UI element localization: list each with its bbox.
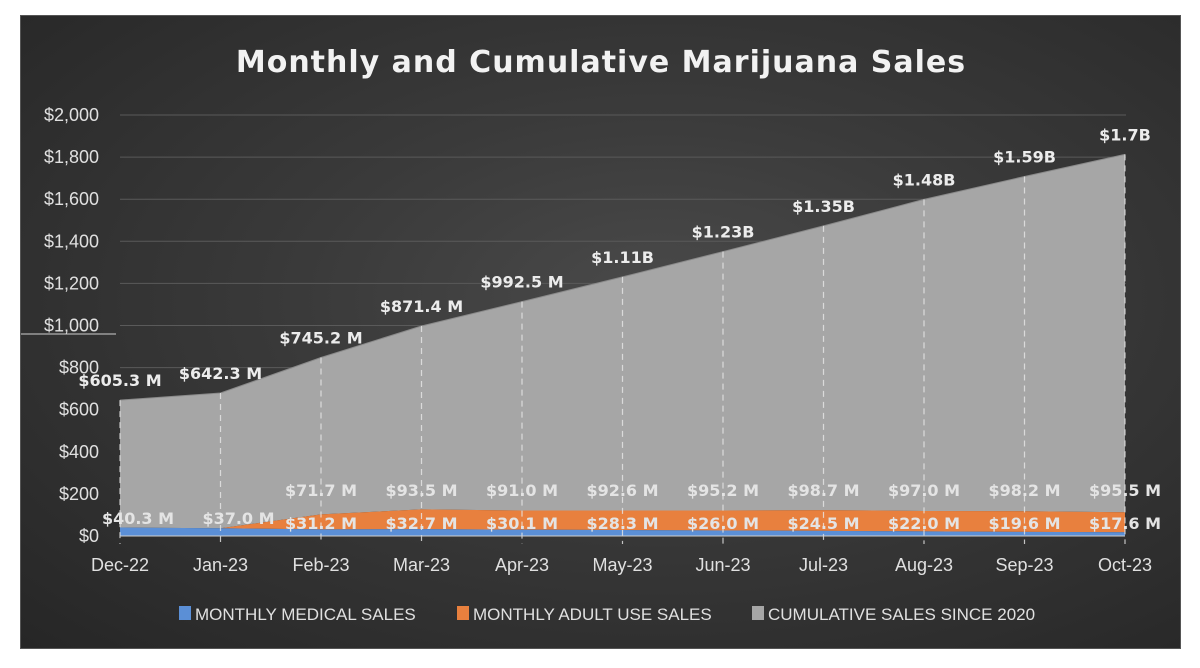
legend-label: CUMULATIVE SALES SINCE 2020 — [768, 605, 1035, 624]
data-label-medical: $40.3 M — [102, 509, 174, 528]
chart-panel: Monthly and Cumulative Marijuana Sales $… — [20, 15, 1181, 649]
data-label-adult-use: $98.7 M — [787, 481, 859, 500]
legend-swatch — [179, 606, 191, 620]
legend-swatch — [752, 606, 764, 620]
legend-swatch — [457, 606, 469, 620]
y-tick-label: $2,000 — [44, 105, 99, 125]
x-tick-label: Mar-23 — [393, 555, 450, 575]
data-label-medical: $17.6 M — [1089, 514, 1161, 533]
data-label-cumulative: $992.5 M — [480, 273, 563, 292]
data-label-cumulative: $1.23B — [692, 223, 755, 242]
data-label-adult-use: $91.0 M — [486, 481, 558, 500]
x-tick-label: Oct-23 — [1098, 555, 1152, 575]
data-label-medical: $22.0 M — [888, 514, 960, 533]
legend: MONTHLY MEDICAL SALES MONTHLY ADULT USE S… — [179, 605, 1035, 624]
x-tick-label: Sep-23 — [995, 555, 1053, 575]
y-tick-label: $1,200 — [44, 273, 99, 293]
data-label-medical: $37.0 M — [202, 509, 274, 528]
x-tick-label: Jun-23 — [695, 555, 750, 575]
y-tick-label: $1,000 — [44, 316, 99, 336]
y-tick-label: $600 — [59, 400, 99, 420]
data-label-medical: $32.7 M — [385, 514, 457, 533]
y-tick-label: $200 — [59, 484, 99, 504]
data-label-cumulative: $1.7B — [1099, 125, 1151, 144]
drop-lines — [119, 154, 1126, 544]
x-tick-label: Feb-23 — [292, 555, 349, 575]
x-tick-label: Apr-23 — [495, 555, 549, 575]
data-label-medical: $30.1 M — [486, 514, 558, 533]
y-tick-label: $800 — [59, 358, 99, 378]
data-label-adult-use: $92.6 M — [586, 481, 658, 500]
y-tick-label: $400 — [59, 442, 99, 462]
data-label-cumulative: $1.48B — [893, 170, 956, 189]
data-labels: $605.3 M $40.3 M $642.3 M $37.0 M $745.2 M $7… — [78, 125, 1161, 533]
data-label-cumulative: $1.11B — [591, 248, 654, 267]
y-axis-ticks: $0 $200 $400 $600 $800 $1,000 $1,200 $1,400 $1,6… — [44, 105, 99, 546]
data-label-cumulative: $871.4 M — [380, 297, 463, 316]
data-label-medical: $24.5 M — [787, 514, 859, 533]
x-axis-ticks: Dec-22 Jan-23 Feb-23 Mar-23 Apr-23 May-23 Jun-… — [91, 555, 1152, 575]
x-tick-label: Jul-23 — [799, 555, 848, 575]
data-label-cumulative: $1.59B — [993, 148, 1056, 167]
data-label-adult-use: $71.7 M — [285, 481, 357, 500]
data-label-adult-use: $97.0 M — [888, 481, 960, 500]
data-label-cumulative: $605.3 M — [78, 371, 161, 390]
areas — [119, 153, 1126, 536]
y-tick-label: $0 — [79, 526, 99, 546]
data-label-medical: $19.6 M — [988, 514, 1060, 533]
data-label-cumulative: $745.2 M — [279, 328, 362, 347]
x-tick-label: Aug-23 — [895, 555, 953, 575]
data-label-adult-use: $95.5 M — [1089, 481, 1161, 500]
area-cumulative-sales-since-2020 — [120, 154, 1125, 529]
x-tick-label: Dec-22 — [91, 555, 149, 575]
x-tick-label: Jan-23 — [193, 555, 248, 575]
legend-label: MONTHLY MEDICAL SALES — [195, 605, 416, 624]
y-tick-label: $1,400 — [44, 231, 99, 251]
y-tick-label: $1,600 — [44, 189, 99, 209]
area-chart: Monthly and Cumulative Marijuana Sales $… — [21, 45, 1161, 624]
chart-title: Monthly and Cumulative Marijuana Sales — [236, 45, 966, 80]
data-label-cumulative: $642.3 M — [179, 364, 262, 383]
x-tick-label: May-23 — [592, 555, 652, 575]
legend-label: MONTHLY ADULT USE SALES — [473, 605, 712, 624]
data-label-medical: $28.3 M — [586, 514, 658, 533]
data-label-cumulative: $1.35B — [792, 197, 855, 216]
data-label-medical: $31.2 M — [285, 514, 357, 533]
data-label-adult-use: $93.5 M — [385, 481, 457, 500]
y-tick-label: $1,800 — [44, 147, 99, 167]
data-label-adult-use: $95.2 M — [687, 481, 759, 500]
data-label-adult-use: $98.2 M — [988, 481, 1060, 500]
data-label-medical: $26.0 M — [687, 514, 759, 533]
